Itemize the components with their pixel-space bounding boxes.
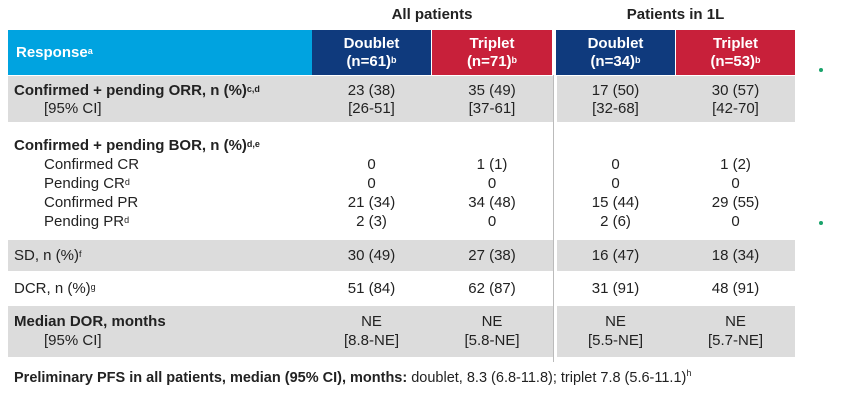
label-text: Confirmed + pending ORR, n (%) — [14, 82, 247, 99]
header-response-label: Response — [16, 43, 88, 61]
label-text: DCR, n (%) — [14, 280, 91, 297]
sd-value: 27 (38) — [468, 247, 516, 264]
group-all-patients: All patients — [391, 6, 473, 23]
header-triplet-1l: Triplet (n=53)b — [676, 30, 795, 75]
col-n: (n=61) — [346, 52, 392, 70]
bor-item-value: 0 — [367, 156, 376, 173]
header-doublet-all: Doublet (n=61)b — [312, 30, 431, 75]
row-orr-bg — [8, 76, 795, 122]
bor-item-value: 0 — [731, 213, 740, 230]
dcr-value: 62 (87) — [468, 280, 516, 297]
col-n: (n=71) — [466, 52, 512, 70]
bor-item-label: Confirmed CR — [8, 156, 139, 174]
bor-item-value: 0 — [367, 175, 376, 192]
col-n: (n=34) — [590, 52, 636, 70]
sd-value: 30 (49) — [347, 247, 396, 264]
col-n: (n=53) — [710, 52, 756, 70]
col-name: Triplet — [712, 34, 758, 52]
sd-value: 16 (47) — [591, 247, 640, 264]
sup: g — [90, 282, 96, 292]
dor-value: NE — [361, 313, 382, 330]
bor-item-value: 0 — [487, 175, 497, 192]
dor-ci-value: [8.8-NE] — [343, 332, 400, 349]
sup: b — [391, 54, 397, 65]
bor-item-value: 15 (44) — [591, 194, 640, 211]
dor-ci-label: [95% CI] — [8, 332, 102, 350]
footer-bold: Preliminary PFS in all patients, median … — [14, 370, 408, 386]
dor-value: NE — [605, 313, 626, 330]
footer-text: doublet, 8.3 (6.8-11.8); triplet 7.8 (5.… — [407, 370, 687, 386]
bor-item-value: 0 — [487, 213, 497, 230]
orr-ci-label: [95% CI] — [8, 100, 102, 118]
dcr-value: 51 (84) — [347, 280, 396, 297]
bor-item-label: Pending PRd — [8, 213, 129, 231]
bor-item-value: 21 (34) — [347, 194, 396, 211]
label-text: Median DOR, months — [14, 313, 166, 330]
sup: b — [511, 54, 518, 65]
header-doublet-1l: Doublet (n=34)b — [556, 30, 675, 75]
col-name: Triplet — [469, 34, 515, 52]
header-triplet-all: Triplet (n=71)b — [432, 30, 552, 75]
dor-ci-value: [5.7-NE] — [707, 332, 764, 349]
bor-item-value: 1 (1) — [476, 156, 508, 173]
dor-value: NE — [725, 313, 746, 330]
label-text: SD, n (%) — [14, 247, 80, 264]
orr-ci-value: [26-51] — [348, 100, 395, 117]
column-divider — [553, 75, 557, 362]
bor-item-value: 2 (6) — [600, 213, 631, 230]
orr-ci-value: [42-70] — [712, 100, 759, 117]
label-text: [95% CI] — [44, 100, 102, 117]
bullet-dot — [819, 221, 823, 225]
label-text: [95% CI] — [44, 332, 102, 349]
group-first-line: Patients in 1L — [626, 6, 725, 23]
label-text: Pending PR — [44, 213, 125, 230]
orr-value: 17 (50) — [591, 82, 640, 99]
sup: a — [87, 45, 93, 56]
orr-ci-value: [32-68] — [592, 100, 639, 117]
label-text: Confirmed CR — [44, 156, 140, 173]
dcr-value: 31 (91) — [591, 280, 640, 297]
col-name: Doublet — [587, 34, 644, 52]
header-response: Response a — [8, 30, 312, 75]
sup: b — [635, 54, 641, 65]
orr-label: Confirmed + pending ORR, n (%)c,d — [8, 82, 260, 100]
bor-item-label: Pending CRd — [8, 175, 130, 193]
sup: b — [755, 54, 761, 65]
label-text: Confirmed + pending BOR, n (%) — [14, 137, 247, 154]
row-sd-bg — [8, 240, 795, 271]
orr-value: 23 (38) — [347, 82, 396, 99]
sup: f — [79, 249, 82, 259]
bor-item-label: Confirmed PR — [8, 194, 138, 212]
col-name: Doublet — [343, 34, 400, 52]
orr-ci-value: [37-61] — [468, 100, 516, 117]
bullet-dot — [819, 68, 823, 72]
bor-item-value: 0 — [611, 175, 620, 192]
dor-ci-value: [5.8-NE] — [464, 332, 520, 349]
bor-item-value: 0 — [731, 175, 740, 192]
bor-item-value: 1 (2) — [720, 156, 751, 173]
orr-value: 35 (49) — [468, 82, 516, 99]
sup: d — [124, 177, 130, 187]
sup: h — [686, 368, 692, 378]
orr-value: 30 (57) — [711, 82, 760, 99]
row-dor-bg — [8, 306, 795, 357]
bor-item-value: 2 (3) — [356, 213, 387, 230]
sup: c,d — [246, 84, 260, 94]
dcr-value: 48 (91) — [711, 280, 760, 297]
dcr-label: DCR, n (%)g — [8, 280, 96, 298]
sup: d — [124, 215, 130, 225]
label-text: Pending CR — [44, 175, 125, 192]
bor-label: Confirmed + pending BOR, n (%)d,e — [8, 137, 260, 155]
sup: d,e — [246, 139, 260, 149]
dor-ci-value: [5.5-NE] — [587, 332, 644, 349]
sd-value: 18 (34) — [711, 247, 760, 264]
bor-item-value: 34 (48) — [468, 194, 516, 211]
sd-label: SD, n (%)f — [8, 247, 82, 265]
bor-item-value: 0 — [611, 156, 620, 173]
bor-item-value: 29 (55) — [711, 194, 760, 211]
dor-value: NE — [481, 313, 503, 330]
label-text: Confirmed PR — [44, 194, 139, 211]
dor-label: Median DOR, months — [8, 313, 166, 331]
footer-note: Preliminary PFS in all patients, median … — [14, 368, 692, 386]
